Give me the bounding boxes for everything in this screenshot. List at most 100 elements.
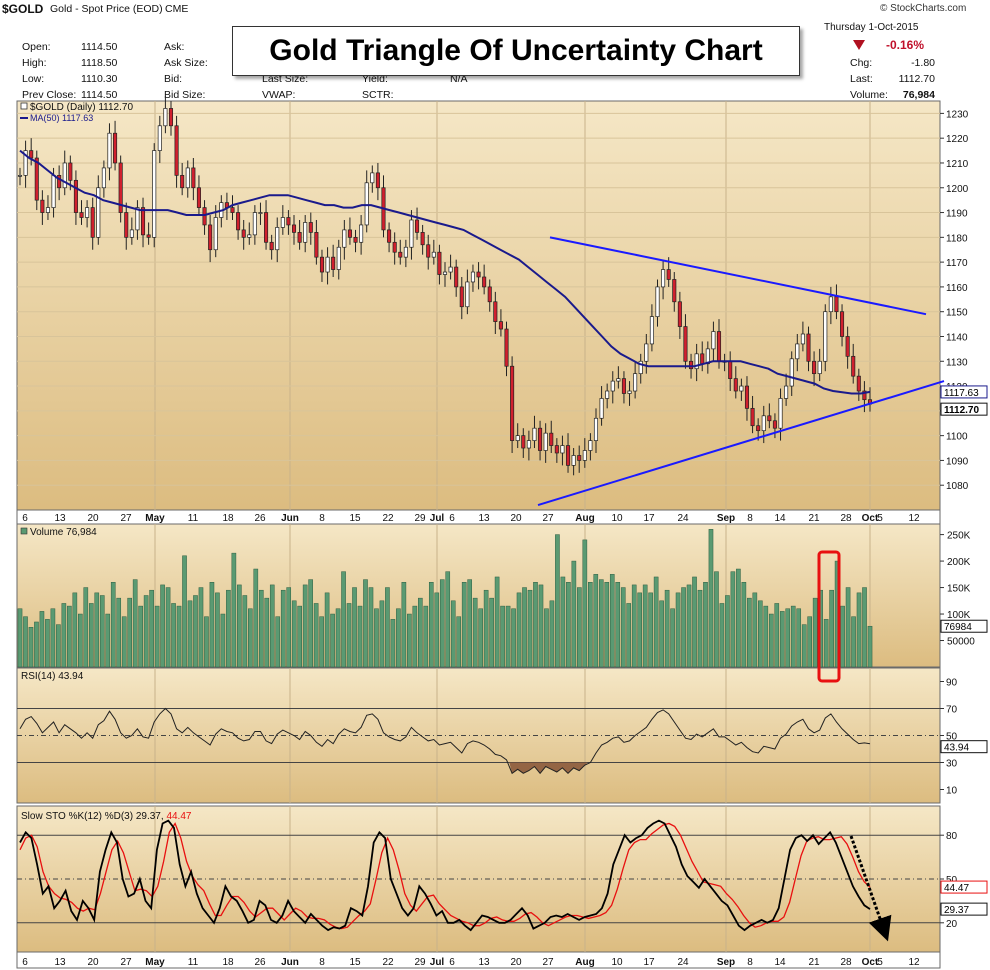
volume-bar <box>505 605 511 668</box>
volume-bar <box>648 592 653 668</box>
candle-down <box>347 229 352 238</box>
xtick-bottom-10: 15 <box>349 957 361 968</box>
candle-down <box>196 187 201 208</box>
volume-bar <box>615 582 621 668</box>
change-percent: -0.16% <box>886 38 925 52</box>
volume-bar <box>856 592 862 668</box>
candle-down <box>118 162 123 213</box>
volume-bar <box>346 603 352 668</box>
candle-down <box>314 232 319 258</box>
volume-bar <box>34 621 39 668</box>
price-tick-label-12: 1200 <box>946 184 969 195</box>
rsi-tick-label-4: 90 <box>946 678 958 689</box>
vol-tick-label-2: 150K <box>947 584 971 595</box>
volume-bar <box>335 608 341 668</box>
xtick-top-9: 8 <box>319 513 325 524</box>
candle-up <box>661 269 666 288</box>
candle-down <box>756 425 761 432</box>
xtick-bottom-18: Aug <box>575 957 594 968</box>
volume-bar <box>555 534 560 668</box>
xtick-bottom-20: 17 <box>643 957 655 968</box>
candle-down <box>291 224 297 233</box>
xtick-top-15: 13 <box>478 513 490 524</box>
rsi-tick-label-1: 30 <box>946 759 958 770</box>
candle-up <box>45 207 50 213</box>
volume-bar <box>758 600 763 668</box>
volume-bar <box>681 587 686 668</box>
xtick-bottom-5: 11 <box>188 957 199 968</box>
volume-bar <box>209 582 215 668</box>
candle-down <box>538 427 543 451</box>
xtick-top-18: Aug <box>575 513 594 524</box>
stat-bidsize-label: Bid Size: <box>164 89 206 101</box>
sto-d-tag-box <box>940 880 988 894</box>
xtick-top-14: 6 <box>449 513 455 524</box>
candle-up <box>800 333 805 345</box>
candle-up <box>526 440 531 449</box>
volume-bar <box>160 584 165 668</box>
xtick-top-29: 12 <box>908 513 920 524</box>
candle-up <box>571 455 576 466</box>
candle-up <box>252 212 257 236</box>
candle-down <box>29 150 34 159</box>
volume-bar <box>593 574 599 668</box>
symbol-label: $GOLD <box>2 2 44 16</box>
volume-bar <box>472 597 478 668</box>
volume-bar <box>577 587 582 668</box>
candle-down <box>180 175 185 189</box>
volume-bar <box>483 589 489 668</box>
volume-bar <box>143 595 149 668</box>
xtick-top-10: 15 <box>349 513 361 524</box>
volume-bar <box>363 579 368 668</box>
candle-up <box>828 296 833 313</box>
candle-up <box>431 251 436 258</box>
candle-down <box>331 256 336 270</box>
volume-bar <box>264 597 270 668</box>
candle-up <box>280 217 285 228</box>
candle-down <box>856 375 861 392</box>
candle-down <box>191 167 196 189</box>
xtick-bottom-6: 18 <box>222 957 234 968</box>
volume-bar <box>527 589 533 668</box>
xtick-bottom-25: 21 <box>808 957 820 968</box>
volume-last-tag-text: 76984 <box>944 622 972 633</box>
xtick-top-17: 27 <box>542 513 554 524</box>
candle-up <box>649 316 654 345</box>
volume-bar <box>752 592 758 668</box>
candle-down <box>459 286 464 308</box>
volume-bar <box>357 605 363 668</box>
volume-bar <box>396 608 401 668</box>
candle-up <box>275 227 280 251</box>
volume-bar <box>714 571 719 668</box>
volume-bar <box>609 574 615 668</box>
volume-bar <box>862 587 867 668</box>
candle-down <box>666 269 671 280</box>
volume-bar <box>533 582 538 668</box>
candle-down <box>437 251 442 275</box>
candle-down <box>577 455 582 461</box>
volume-bar <box>774 603 780 668</box>
candle-up <box>638 360 643 375</box>
candle-down <box>744 385 750 409</box>
sto-legend-k: Slow STO %K(12) %D(3) 29.37, <box>21 811 166 822</box>
candle-up <box>336 246 341 270</box>
candle-down <box>812 360 817 375</box>
volume-bar <box>823 619 829 668</box>
panel-bg-price <box>16 100 941 511</box>
price-tick-label-2: 1100 <box>946 432 968 443</box>
xtick-top-26: 28 <box>840 513 852 524</box>
xtick-top-28: 5 <box>877 513 883 524</box>
rsi-legend-label: RSI(14) 43.94 <box>21 671 84 682</box>
xtick-bottom-12: 29 <box>414 957 426 968</box>
volume-bar <box>302 584 308 668</box>
volume-bar <box>330 613 335 668</box>
volume-bar <box>45 619 50 668</box>
xtick-top-19: 10 <box>611 513 623 524</box>
price-tick-label-15: 1230 <box>946 109 969 120</box>
candle-up <box>560 445 565 454</box>
sto-tick-label-1: 50 <box>946 875 958 886</box>
price-legend-label: $GOLD (Daily) 1112.70 <box>30 102 133 113</box>
candle-up <box>610 380 615 392</box>
xtick-top-8: Jun <box>281 513 299 524</box>
